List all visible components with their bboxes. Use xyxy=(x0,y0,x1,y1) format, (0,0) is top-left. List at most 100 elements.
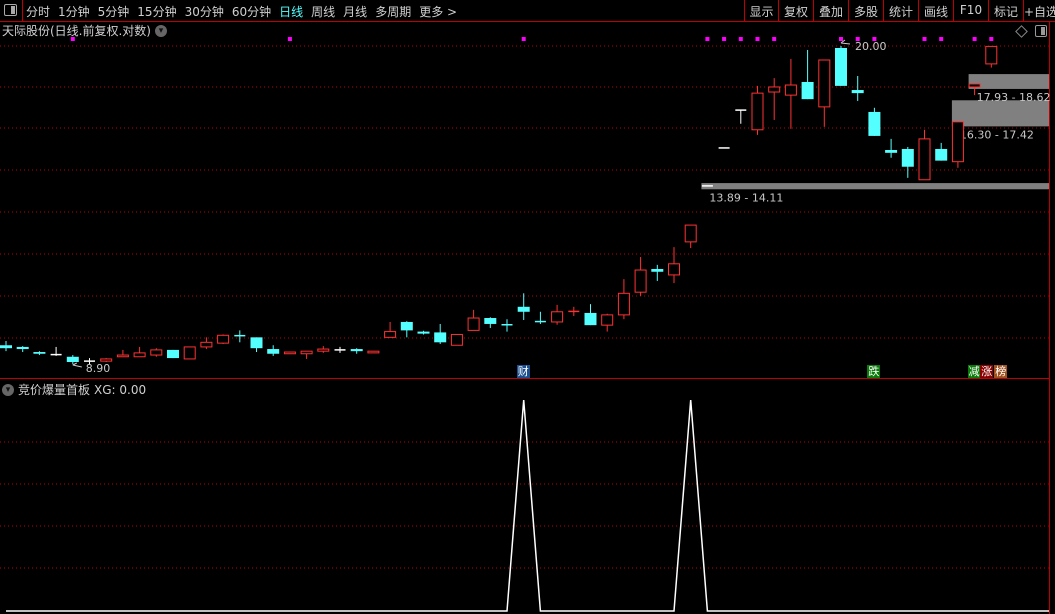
candle xyxy=(450,333,463,346)
signal-dot xyxy=(705,37,710,41)
divider xyxy=(744,0,745,21)
sidebar-toggle-icon[interactable] xyxy=(4,4,17,16)
divider xyxy=(1023,0,1024,21)
signal-dot xyxy=(922,37,927,41)
event-marker[interactable]: 财 xyxy=(516,365,530,378)
signal-dot xyxy=(972,37,977,41)
candle-body xyxy=(267,349,280,354)
candle xyxy=(200,337,213,350)
tab-10[interactable]: 更多 > xyxy=(419,5,458,19)
divider xyxy=(918,0,919,21)
panel-toggle-icon[interactable] xyxy=(1035,25,1047,37)
candle-body xyxy=(751,92,764,131)
candle-body xyxy=(450,333,463,346)
candle xyxy=(50,346,62,356)
support-zone xyxy=(701,183,1049,190)
candle-body xyxy=(283,351,296,355)
divider xyxy=(848,0,849,21)
candle xyxy=(33,351,46,356)
toolbar-button-3[interactable]: 多股 xyxy=(853,5,878,19)
event-marker[interactable]: 榜 xyxy=(994,365,1008,378)
toolbar-button-7[interactable]: 标记 xyxy=(993,5,1018,19)
candle-body xyxy=(835,47,847,86)
candle xyxy=(818,59,831,127)
toolbar-button-4[interactable]: 统计 xyxy=(888,5,913,19)
indicator-readout: XG: 0.00 xyxy=(94,382,147,397)
candle-body xyxy=(901,148,914,167)
candle xyxy=(150,348,163,357)
toolbar-button-0[interactable]: 显示 xyxy=(749,5,774,19)
candle xyxy=(517,293,530,320)
candle-body xyxy=(784,84,797,96)
chart-title: 天际股份(日线.前复权.对数) ▾ xyxy=(2,22,167,39)
candle xyxy=(918,129,931,181)
low-arrow-icon xyxy=(72,362,82,368)
candle-body xyxy=(150,349,163,356)
event-marker[interactable]: 减 xyxy=(967,365,981,378)
candle-body xyxy=(918,138,931,181)
candle xyxy=(267,345,280,356)
candle xyxy=(167,349,179,359)
tab-3[interactable]: 15分钟 xyxy=(137,5,177,19)
candle xyxy=(668,247,680,284)
chevron-down-icon[interactable]: ▾ xyxy=(155,24,167,37)
toolbar-button-8[interactable]: +自选 xyxy=(1024,5,1055,19)
candle-body xyxy=(400,321,413,331)
candle xyxy=(868,107,881,136)
support-zone xyxy=(968,74,1049,89)
candle xyxy=(534,311,546,324)
tab-2[interactable]: 5分钟 xyxy=(97,5,130,19)
candle xyxy=(651,264,664,281)
candle xyxy=(851,76,864,101)
candle xyxy=(634,257,647,296)
candle xyxy=(735,109,747,124)
candle-body xyxy=(768,86,781,93)
toolbar-button-1[interactable]: 复权 xyxy=(783,5,808,19)
tab-4[interactable]: 30分钟 xyxy=(184,5,224,19)
toolbar-button-6[interactable]: F10 xyxy=(959,3,983,17)
signal-dot xyxy=(839,37,843,41)
divider xyxy=(813,0,814,21)
candle xyxy=(684,224,697,249)
toolbar-button-5[interactable]: 画线 xyxy=(923,5,948,19)
zone-label: 16.30 - 17.42 xyxy=(960,128,1034,141)
event-marker[interactable]: 跌 xyxy=(867,365,881,378)
tab-9[interactable]: 多周期 xyxy=(375,5,412,19)
indicator-title: ▾ 竞价爆量首板 XG: 0.00 xyxy=(2,381,146,398)
candle-body xyxy=(467,317,480,331)
tab-8[interactable]: 月线 xyxy=(343,5,368,19)
event-marker[interactable]: 涨 xyxy=(980,365,994,378)
signal-dot xyxy=(521,37,526,41)
candle-body xyxy=(617,292,630,316)
signal-dot xyxy=(939,37,944,41)
low-label: 8.90 xyxy=(86,362,111,375)
candle xyxy=(367,350,380,354)
divider xyxy=(22,0,23,21)
candle xyxy=(951,121,964,168)
candle xyxy=(350,348,363,354)
candle-body xyxy=(885,149,898,153)
candle xyxy=(968,83,981,96)
divider xyxy=(883,0,884,21)
candle xyxy=(584,304,597,326)
chevron-down-icon[interactable]: ▾ xyxy=(2,383,14,396)
candle xyxy=(384,321,397,338)
candle-body xyxy=(551,311,564,323)
candle xyxy=(501,319,513,332)
tab-6[interactable]: 日线 xyxy=(279,5,304,19)
candle xyxy=(484,317,497,328)
tab-7[interactable]: 周线 xyxy=(311,5,336,19)
candle xyxy=(801,49,814,100)
tab-5[interactable]: 60分钟 xyxy=(231,5,272,19)
candle-body xyxy=(300,350,313,355)
candle xyxy=(66,355,79,365)
candle-body xyxy=(384,331,397,338)
tab-0[interactable]: 分时 xyxy=(26,5,51,19)
candle-body xyxy=(16,346,29,350)
toolbar-button-2[interactable]: 叠加 xyxy=(818,5,843,19)
candle xyxy=(183,346,196,360)
candle xyxy=(568,306,580,317)
tab-1[interactable]: 1分钟 xyxy=(58,5,90,19)
candle xyxy=(116,349,129,358)
candle xyxy=(417,330,430,335)
